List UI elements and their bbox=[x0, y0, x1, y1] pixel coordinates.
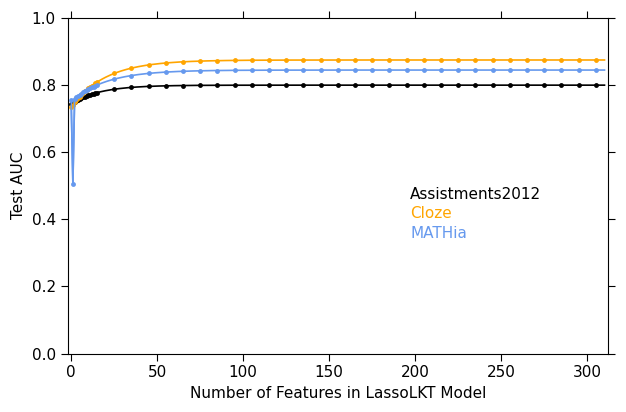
Legend: Assistments2012, Cloze, MATHia: Assistments2012, Cloze, MATHia bbox=[410, 187, 541, 241]
Y-axis label: Test AUC: Test AUC bbox=[11, 152, 26, 220]
X-axis label: Number of Features in LassoLKT Model: Number of Features in LassoLKT Model bbox=[190, 386, 486, 401]
